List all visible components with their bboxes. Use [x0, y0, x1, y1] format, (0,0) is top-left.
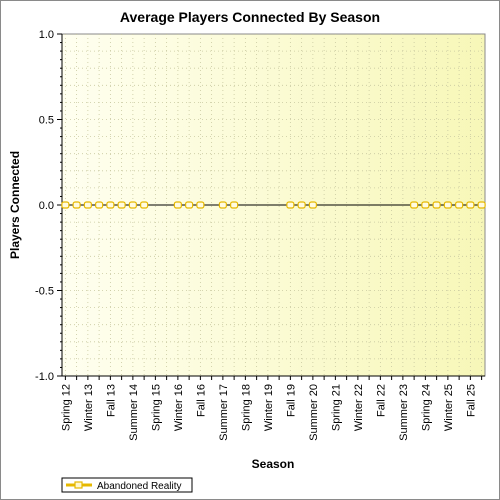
data-point — [95, 201, 104, 209]
x-tick-label: Winter 13 — [83, 384, 95, 431]
x-axis-label: Season — [252, 457, 295, 471]
x-tick-label: Spring 24 — [420, 384, 432, 431]
y-tick-label: -0.5 — [35, 286, 54, 298]
y-axis-label: Players Connected — [8, 151, 22, 259]
series-abandoned-reality — [61, 201, 486, 209]
data-point — [218, 201, 227, 209]
data-point — [117, 201, 126, 209]
data-point — [410, 201, 419, 209]
x-tick-label: Fall 19 — [285, 384, 297, 417]
x-tick-label: Spring 15 — [150, 384, 162, 431]
x-tick-label: Spring 12 — [60, 384, 72, 431]
data-point — [297, 201, 306, 209]
grid — [62, 34, 485, 376]
data-point — [466, 201, 475, 209]
data-point — [477, 201, 486, 209]
data-point — [196, 201, 205, 209]
data-point — [173, 201, 182, 209]
chart-title: Average Players Connected By Season — [120, 9, 380, 25]
y-tick-label: 0.5 — [39, 115, 54, 127]
x-tick-label: Fall 22 — [375, 384, 387, 417]
data-point — [140, 201, 149, 209]
data-point — [230, 201, 239, 209]
data-point — [286, 201, 295, 209]
x-tick-label: Fall 13 — [105, 384, 117, 417]
data-point — [128, 201, 137, 209]
x-tick-label: Fall 16 — [195, 384, 207, 417]
x-tick-label: Fall 25 — [465, 384, 477, 417]
x-tick-label: Summer 14 — [128, 384, 140, 441]
x-tick-label: Summer 17 — [218, 384, 230, 441]
legend: Abandoned Reality — [61, 477, 193, 493]
x-tick-label: Summer 20 — [308, 384, 320, 441]
x-tick-label: Winter 25 — [443, 384, 455, 431]
data-point — [308, 201, 317, 209]
y-tick-label: -1.0 — [35, 371, 54, 383]
data-point — [443, 201, 452, 209]
data-point — [455, 201, 464, 209]
x-tick-label: Winter 19 — [263, 384, 275, 431]
data-point — [432, 201, 441, 209]
y-tick-labels: 1.0 0.5 0.0 -0.5 -1.0 — [35, 29, 54, 383]
y-tick-label: 0.0 — [39, 200, 54, 212]
data-point — [421, 201, 430, 209]
x-tick-labels: Spring 12 Winter 13 Fall 13 Summer 14 Spring… — [60, 384, 477, 441]
legend-box — [61, 477, 193, 493]
y-tick-label: 1.0 — [39, 29, 54, 41]
x-tick-label: Winter 22 — [353, 384, 365, 431]
x-tick-label: Winter 16 — [173, 384, 185, 431]
data-point — [83, 201, 92, 209]
data-point — [72, 201, 81, 209]
data-point — [185, 201, 194, 209]
data-point — [61, 201, 70, 209]
x-tick-label: Spring 18 — [240, 384, 252, 431]
x-tick-label: Spring 21 — [330, 384, 342, 431]
legend-label: Abandoned Reality — [97, 481, 182, 492]
data-point — [106, 201, 115, 209]
x-tick-label: Summer 23 — [398, 384, 410, 441]
legend-swatch-marker — [74, 481, 83, 489]
